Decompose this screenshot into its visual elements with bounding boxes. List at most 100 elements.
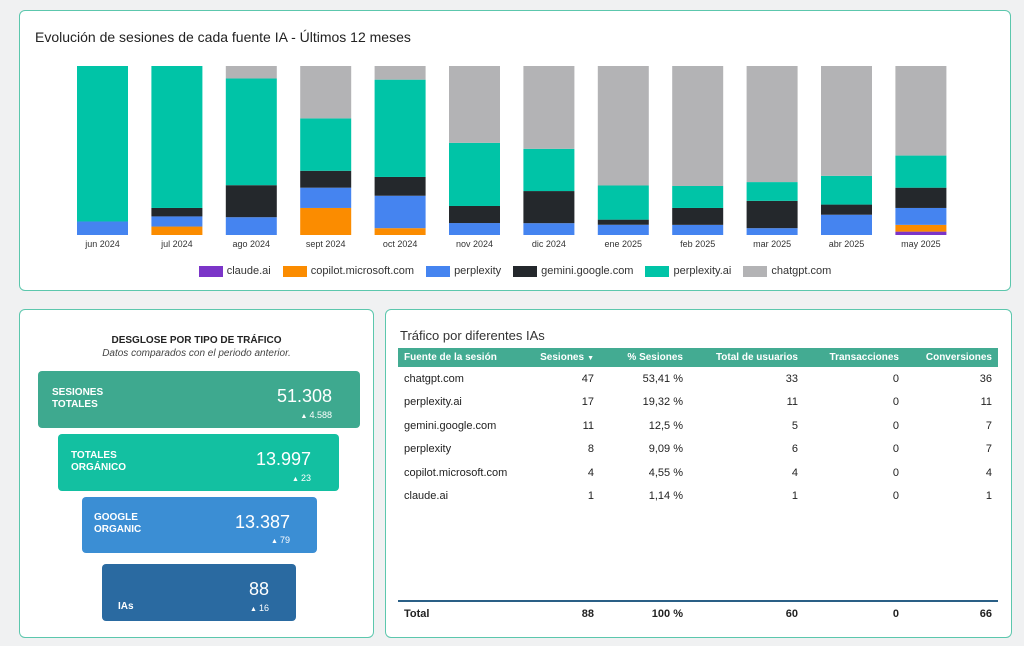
- legend-item-copilot-microsoft-com[interactable]: copilot.microsoft.com: [282, 265, 414, 277]
- cell-conversions: 11: [980, 396, 992, 409]
- funnel-stage-label: IAs: [118, 601, 134, 612]
- bar-segment-gemini-google-com-mar-2025[interactable]: [746, 200, 798, 229]
- chart-legend[interactable]: claude.ai copilot.microsoft.com perplexity…: [20, 265, 1010, 277]
- bar-segment-copilot-microsoft-com-sept-2024[interactable]: [300, 207, 352, 235]
- column-header-transactions[interactable]: Transacciones: [804, 348, 905, 367]
- bar-segment-perplexity-ai-ene-2025[interactable]: [597, 185, 649, 220]
- funnel-stage-organic-total[interactable]: TOTALES ORGÁNICO 13.997 ▲ 23: [58, 434, 339, 491]
- bar-segment-perplexity-ai-sept-2024[interactable]: [300, 118, 352, 171]
- legend-item-claude-ai[interactable]: claude.ai: [198, 265, 271, 277]
- bar-segment-gemini-google-com-abr-2025[interactable]: [821, 204, 872, 215]
- bar-segment-perplexity-nov-2024[interactable]: [449, 223, 500, 235]
- bar-segment-perplexity-jul-2024[interactable]: [151, 216, 203, 227]
- sort-desc-icon[interactable]: ▼: [587, 355, 594, 362]
- bar-segment-claude-ai-may-2025[interactable]: [895, 231, 947, 235]
- bar-segment-copilot-microsoft-com-jul-2024[interactable]: [151, 226, 203, 235]
- bar-segment-gemini-google-com-ago-2024[interactable]: [225, 185, 277, 218]
- table-row[interactable]: gemini.google.com 11 12,5 % 5 0 7: [398, 414, 998, 438]
- bar-segment-gemini-google-com-oct-2024[interactable]: [374, 176, 426, 196]
- legend-label: gemini.google.com: [541, 265, 634, 277]
- bar-segment-perplexity-ai-may-2025[interactable]: [895, 155, 947, 188]
- bar-segment-perplexity-ai-oct-2024[interactable]: [374, 79, 426, 177]
- bar-segment-gemini-google-com-nov-2024[interactable]: [449, 205, 500, 224]
- funnel-stage-google-organic[interactable]: GOOGLE ORGANIC 13.387 ▲ 79: [82, 497, 317, 553]
- cell-source: chatgpt.com: [404, 372, 464, 385]
- stacked-bar-chart[interactable]: jun 2024 jul 2024 ago 2024 sept 2024 oct 202…: [20, 11, 1010, 261]
- bar-segment-perplexity-ai-nov-2024[interactable]: [449, 142, 500, 206]
- bar-segment-perplexity-ai-feb-2025[interactable]: [672, 185, 724, 208]
- bar-segment-chatgpt-com-dic-2024[interactable]: [523, 66, 575, 149]
- table-total-row: Total 88 100 % 60 0 66: [398, 600, 998, 625]
- table-row[interactable]: claude.ai 1 1,14 % 1 0 1: [398, 485, 998, 509]
- legend-swatch: [198, 265, 223, 277]
- legend-item-perplexity-ai[interactable]: perplexity.ai: [645, 265, 731, 277]
- bar-segment-chatgpt-com-sept-2024[interactable]: [300, 66, 352, 119]
- bar-segment-perplexity-sept-2024[interactable]: [300, 187, 352, 208]
- cell-pct-sessions: 1,14 %: [648, 490, 683, 503]
- bar-segment-perplexity-ago-2024[interactable]: [225, 217, 277, 235]
- table-row[interactable]: copilot.microsoft.com 4 4,55 % 4 0 4: [398, 461, 998, 485]
- legend-item-chatgpt-com[interactable]: chatgpt.com: [743, 265, 831, 277]
- table-row[interactable]: chatgpt.com 47 53,41 % 33 0 36: [398, 367, 998, 391]
- bar-segment-perplexity-feb-2025[interactable]: [672, 224, 724, 235]
- bar-segment-gemini-google-com-sept-2024[interactable]: [300, 170, 352, 188]
- bar-segment-gemini-google-com-may-2025[interactable]: [895, 187, 947, 208]
- column-header-source[interactable]: Fuente de la sesión: [398, 348, 524, 367]
- bar-segment-perplexity-ai-jun-2024[interactable]: [77, 66, 128, 222]
- table-header-row: Fuente de la sesión Sesiones ▼ % Sesiones…: [398, 348, 998, 367]
- bar-segment-chatgpt-com-oct-2024[interactable]: [374, 66, 426, 80]
- bar-segment-chatgpt-com-nov-2024[interactable]: [449, 66, 500, 143]
- bar-segment-perplexity-abr-2025[interactable]: [821, 214, 872, 235]
- cell-pct-sessions: 9,09 %: [648, 443, 683, 456]
- column-header-conversions[interactable]: Conversiones: [905, 348, 998, 367]
- cell-pct-sessions: 19,32 %: [642, 396, 683, 409]
- cell-sessions: 8: [587, 443, 594, 456]
- bar-segment-perplexity-may-2025[interactable]: [895, 207, 947, 225]
- table-row[interactable]: perplexity 8 9,09 % 6 0 7: [398, 438, 998, 462]
- cell-transactions: 0: [892, 443, 899, 456]
- bar-segment-perplexity-ai-jul-2024[interactable]: [151, 66, 203, 208]
- bar-segment-perplexity-dic-2024[interactable]: [523, 223, 575, 235]
- legend-label: chatgpt.com: [771, 265, 832, 277]
- bar-segment-chatgpt-com-ago-2024[interactable]: [225, 66, 277, 79]
- bar-segment-copilot-microsoft-com-oct-2024[interactable]: [374, 228, 426, 235]
- bar-segment-gemini-google-com-feb-2025[interactable]: [672, 207, 724, 225]
- bar-segment-chatgpt-com-ene-2025[interactable]: [597, 66, 649, 186]
- legend-item-gemini-google-com[interactable]: gemini.google.com: [513, 265, 633, 277]
- bar-segment-perplexity-ai-mar-2025[interactable]: [746, 182, 798, 201]
- funnel-stage-total-sessions[interactable]: SESIONES TOTALES 51.308 ▲ 4.588: [38, 371, 360, 428]
- total-pct-sessions: 100 %: [651, 607, 683, 620]
- cell-transactions: 0: [892, 372, 899, 385]
- legend-item-perplexity[interactable]: perplexity: [426, 265, 501, 277]
- cell-pct-sessions: 12,5 %: [648, 419, 683, 432]
- column-header-total-users[interactable]: Total de usuarios: [689, 348, 804, 367]
- cell-total-users: 11: [786, 396, 798, 409]
- bar-segment-chatgpt-com-mar-2025[interactable]: [746, 66, 798, 183]
- cell-pct-sessions: 53,41 %: [642, 372, 683, 385]
- bar-segment-gemini-google-com-jul-2024[interactable]: [151, 207, 203, 217]
- bar-segment-perplexity-ai-abr-2025[interactable]: [821, 175, 872, 205]
- ia-traffic-table-card: Tráfico por diferentes IAs Fuente de la …: [385, 309, 1012, 638]
- bar-segment-perplexity-mar-2025[interactable]: [746, 228, 798, 235]
- cell-pct-sessions: 4,55 %: [648, 466, 683, 479]
- sessions-evolution-chart-card: Evolución de sesiones de cada fuente IA …: [19, 10, 1011, 291]
- bar-segment-perplexity-jun-2024[interactable]: [77, 221, 128, 235]
- bar-segment-perplexity-ai-dic-2024[interactable]: [523, 148, 575, 192]
- bar-segment-gemini-google-com-ene-2025[interactable]: [597, 219, 649, 225]
- funnel-stage-ias[interactable]: IAs 88 ▲ 16: [102, 564, 296, 621]
- table-row[interactable]: perplexity.ai 17 19,32 % 11 0 11: [398, 391, 998, 415]
- bar-segment-copilot-microsoft-com-may-2025[interactable]: [895, 224, 947, 232]
- bar-segment-perplexity-oct-2024[interactable]: [374, 195, 426, 229]
- bar-segment-perplexity-ai-ago-2024[interactable]: [225, 78, 277, 186]
- bar-segment-chatgpt-com-abr-2025[interactable]: [821, 66, 872, 176]
- column-header-pct-sessions[interactable]: % Sesiones: [600, 348, 689, 367]
- bar-segment-gemini-google-com-dic-2024[interactable]: [523, 191, 575, 224]
- cell-transactions: 0: [892, 396, 899, 409]
- bar-segment-chatgpt-com-feb-2025[interactable]: [672, 66, 724, 186]
- bar-segment-chatgpt-com-may-2025[interactable]: [895, 66, 947, 156]
- cell-source: claude.ai: [404, 490, 449, 503]
- column-header-sessions[interactable]: Sesiones ▼: [524, 348, 600, 367]
- total-transactions: 0: [892, 607, 899, 620]
- bar-segment-perplexity-ene-2025[interactable]: [597, 224, 649, 235]
- cell-source: perplexity: [404, 443, 452, 456]
